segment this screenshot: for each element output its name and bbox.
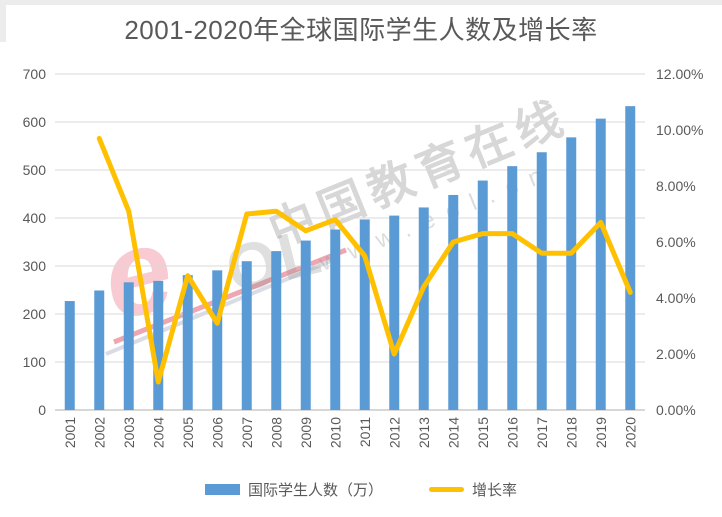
x-axis-label-2012: 2012 bbox=[386, 417, 402, 448]
x-axis-label-2002: 2002 bbox=[91, 417, 107, 448]
bar-2013 bbox=[418, 207, 429, 410]
x-axis-label-2005: 2005 bbox=[180, 417, 196, 448]
legend-item-students: 国际学生人数（万） bbox=[204, 479, 383, 500]
x-axis-label-2009: 2009 bbox=[298, 417, 314, 448]
legend-item-growth: 增长率 bbox=[429, 479, 517, 500]
x-axis-label-2007: 2007 bbox=[239, 417, 255, 448]
bar-2016 bbox=[507, 166, 518, 410]
right-axis-tick: 12.00% bbox=[656, 66, 703, 82]
left-axis-tick: 100 bbox=[23, 354, 47, 370]
bar-2015 bbox=[477, 180, 488, 410]
screen-edge-top bbox=[0, 0, 722, 5]
right-axis-tick: 0.00% bbox=[656, 402, 696, 418]
bar-2008 bbox=[271, 251, 282, 410]
right-axis-tick: 6.00% bbox=[656, 234, 696, 250]
legend-label-students: 国际学生人数（万） bbox=[247, 481, 383, 499]
x-axis-label-2015: 2015 bbox=[475, 417, 491, 448]
bar-2007 bbox=[241, 261, 252, 410]
bar-2017 bbox=[536, 152, 547, 411]
legend-line-swatch bbox=[429, 486, 464, 492]
left-axis-tick: 300 bbox=[23, 258, 47, 274]
x-axis-label-2010: 2010 bbox=[327, 417, 343, 448]
x-axis-label-2006: 2006 bbox=[209, 417, 225, 448]
x-axis-label-2014: 2014 bbox=[445, 417, 461, 448]
left-axis-tick: 200 bbox=[23, 306, 47, 322]
x-axis-label-2017: 2017 bbox=[534, 417, 550, 448]
x-axis-label-2001: 2001 bbox=[62, 417, 78, 448]
left-axis-tick: 400 bbox=[23, 210, 47, 226]
x-axis-label-2018: 2018 bbox=[563, 417, 579, 448]
left-axis-tick: 0 bbox=[38, 402, 46, 418]
bar-2019 bbox=[595, 118, 606, 410]
x-axis-label-2011: 2011 bbox=[357, 417, 373, 447]
bar-2004 bbox=[153, 280, 164, 410]
bar-2005 bbox=[182, 275, 193, 410]
x-axis-label-2003: 2003 bbox=[121, 417, 137, 448]
x-axis-label-2020: 2020 bbox=[622, 417, 638, 448]
chart-title: 2001-2020年全球国际学生人数及增长率 bbox=[124, 15, 598, 45]
x-axis-label-2013: 2013 bbox=[416, 417, 432, 448]
bar-2011 bbox=[359, 219, 370, 410]
left-axis-tick: 500 bbox=[23, 162, 47, 178]
right-axis-tick: 4.00% bbox=[656, 290, 696, 306]
bar-2002 bbox=[94, 290, 105, 410]
bar-2003 bbox=[123, 282, 134, 410]
growth-rate-line bbox=[96, 135, 633, 385]
right-axis-tick: 8.00% bbox=[656, 178, 696, 194]
bar-2020 bbox=[625, 106, 636, 410]
x-axis-label-2008: 2008 bbox=[268, 417, 284, 448]
bar-2018 bbox=[566, 137, 577, 411]
bar-2014 bbox=[448, 194, 459, 410]
x-axis-label-2019: 2019 bbox=[593, 417, 609, 448]
x-axis-label-2016: 2016 bbox=[504, 417, 520, 448]
left-axis-tick: 600 bbox=[23, 114, 47, 130]
x-axis-label-2004: 2004 bbox=[150, 417, 166, 448]
chart-legend: 国际学生人数（万） 增长率 bbox=[0, 474, 722, 504]
left-axis-tick: 700 bbox=[23, 66, 47, 82]
legend-label-growth: 增长率 bbox=[472, 481, 518, 499]
screen-edge-left bbox=[0, 0, 6, 42]
right-axis-tick: 2.00% bbox=[656, 346, 696, 362]
bar-2001 bbox=[64, 301, 75, 410]
bar-2012 bbox=[389, 215, 400, 410]
bar-2010 bbox=[330, 229, 341, 410]
bar-2006 bbox=[212, 270, 223, 410]
legend-bar-swatch bbox=[204, 483, 240, 495]
bar-2009 bbox=[300, 240, 311, 410]
right-axis-tick: 10.00% bbox=[656, 122, 703, 138]
